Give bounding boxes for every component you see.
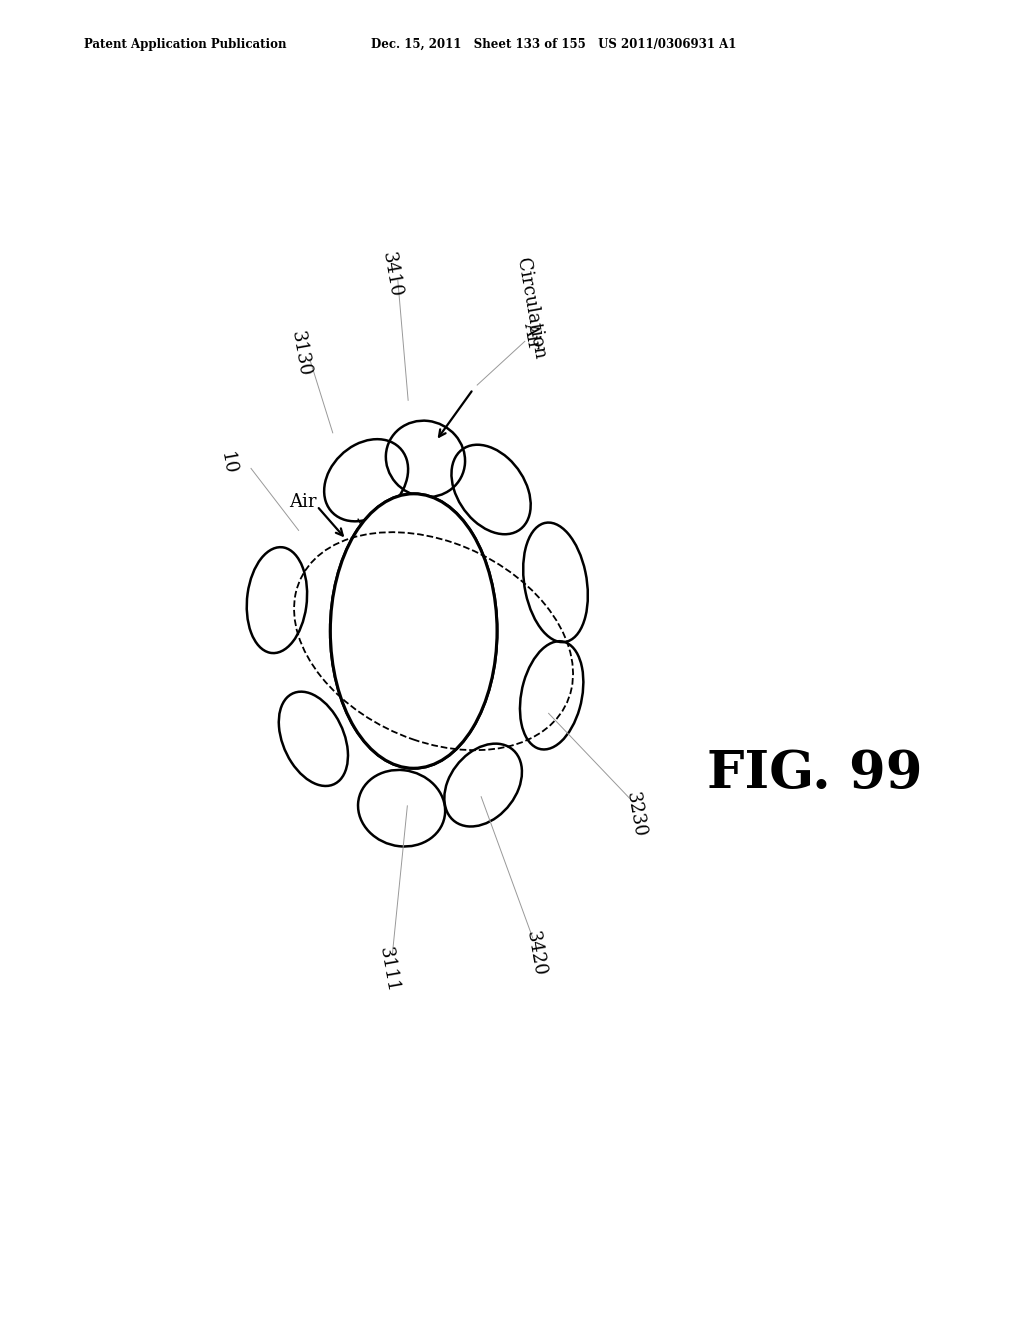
Text: Patent Application Publication: Patent Application Publication	[84, 37, 287, 50]
Ellipse shape	[331, 494, 497, 768]
Text: Air: Air	[289, 492, 316, 511]
Text: 3230: 3230	[623, 791, 649, 840]
Text: Air: Air	[520, 321, 543, 350]
Ellipse shape	[331, 494, 497, 768]
Text: 3420: 3420	[523, 929, 549, 977]
Text: Dec. 15, 2011   Sheet 133 of 155   US 2011/0306931 A1: Dec. 15, 2011 Sheet 133 of 155 US 2011/0…	[371, 37, 736, 50]
Text: 3130: 3130	[288, 329, 314, 378]
Text: 3410: 3410	[379, 249, 404, 298]
Text: FIG. 99: FIG. 99	[708, 748, 923, 799]
Text: 10: 10	[216, 450, 238, 477]
Text: 3111: 3111	[376, 945, 401, 994]
Text: Circulation: Circulation	[513, 257, 549, 360]
